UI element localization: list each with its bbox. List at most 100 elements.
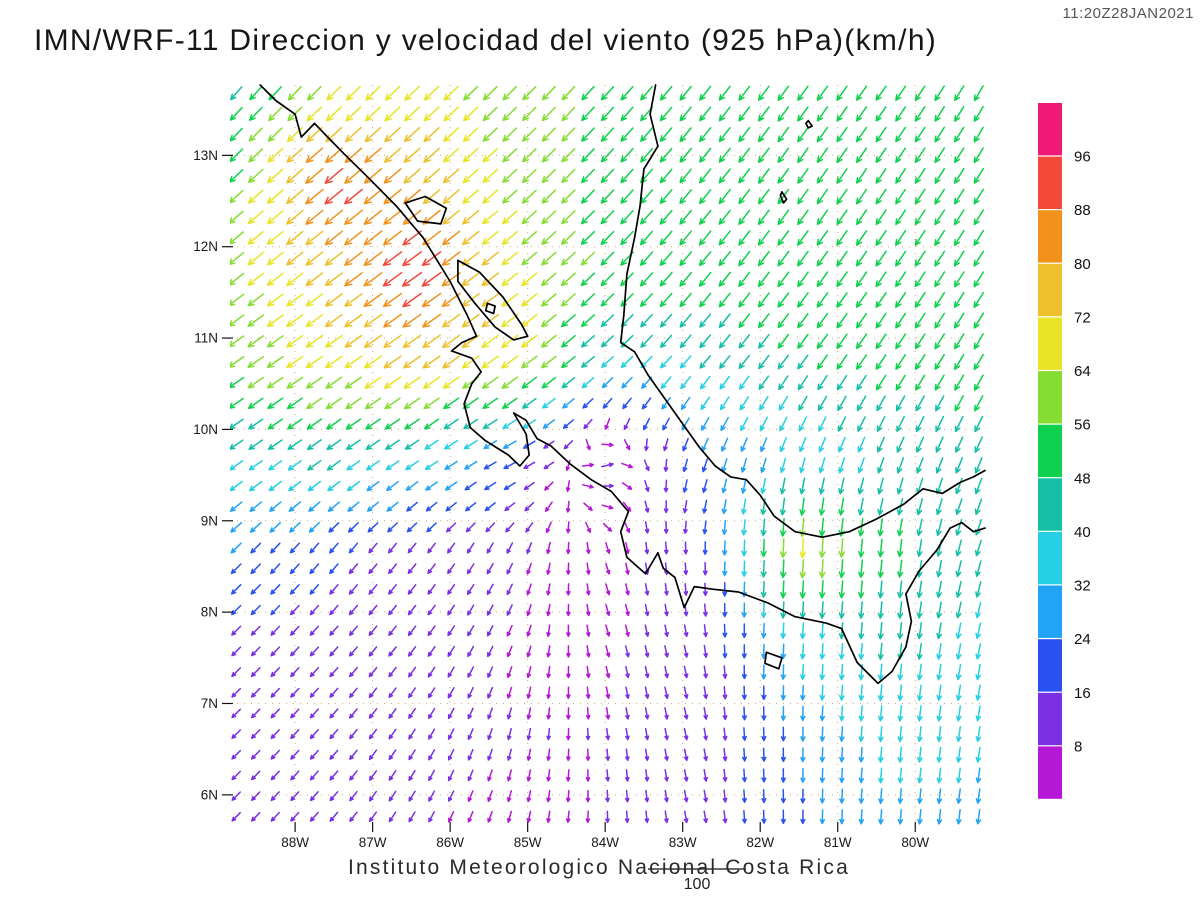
wind-arrow: [914, 147, 926, 164]
wind-arrow: [722, 810, 728, 824]
wind-arrow: [818, 416, 827, 432]
wind-arrow: [605, 645, 611, 658]
wind-arrow: [522, 85, 537, 101]
wind-arrow: [407, 625, 417, 637]
wind-arrow: [349, 790, 358, 802]
wind-arrow: [701, 458, 709, 473]
wind-arrow: [408, 728, 416, 740]
wind-arrow: [526, 645, 532, 658]
wind-arrow: [249, 501, 263, 512]
wind-arrow: [329, 708, 339, 719]
wind-arrow: [722, 582, 728, 597]
wind-arrow: [741, 560, 748, 577]
wind-arrow: [800, 767, 806, 783]
wind-arrow: [467, 769, 474, 782]
wind-arrow: [699, 209, 712, 225]
wind-arrow: [680, 396, 691, 410]
wind-arrow: [484, 502, 496, 512]
wind-arrow: [521, 230, 538, 245]
wind-arrow: [799, 664, 806, 681]
wind-arrow: [601, 442, 614, 448]
wind-arrow: [421, 251, 442, 267]
wind-arrow: [818, 559, 826, 579]
wind-arrow: [423, 418, 440, 430]
wind-arrow: [699, 292, 712, 308]
wind-arrow: [718, 147, 731, 163]
wind-arrow: [270, 791, 280, 802]
wind-arrow: [683, 520, 688, 534]
wind-arrow: [403, 397, 421, 410]
wind-arrow: [836, 168, 848, 184]
wind-arrow: [973, 333, 984, 350]
wind-arrow: [955, 643, 962, 660]
wind-arrow: [423, 127, 440, 143]
wind-arrow: [421, 292, 442, 308]
wind-arrow: [506, 790, 513, 803]
wind-arrow: [897, 788, 904, 805]
wind-arrow: [546, 562, 551, 575]
wind-arrow: [738, 354, 750, 370]
wind-arrow: [267, 168, 284, 184]
wind-arrow: [487, 728, 493, 741]
wind-arrow: [722, 706, 728, 721]
wind-arrow: [329, 687, 339, 698]
wind-arrow: [565, 500, 571, 513]
wind-arrow: [566, 686, 571, 700]
wind-arrow: [482, 397, 499, 410]
wind-arrow: [761, 809, 767, 824]
wind-arrow: [974, 436, 983, 453]
wind-arrow: [230, 252, 245, 265]
wind-arrow: [581, 355, 595, 368]
wind-arrow: [566, 707, 571, 720]
wind-arrow: [955, 539, 962, 557]
wind-arrow: [407, 604, 417, 616]
wind-arrow: [367, 522, 379, 533]
wind-arrow: [659, 106, 673, 122]
wind-arrow: [325, 376, 343, 389]
wind-arrow: [541, 355, 557, 369]
wind-arrow: [778, 375, 789, 391]
wind-arrow: [625, 541, 630, 555]
wind-arrow: [585, 665, 591, 679]
wind-arrow: [955, 436, 964, 453]
wind-arrow: [363, 188, 383, 205]
wind-arrow: [740, 478, 747, 494]
wind-arrow: [544, 481, 554, 491]
wind-arrow: [917, 808, 923, 825]
wind-arrow: [346, 460, 361, 471]
wind-arrow: [502, 440, 517, 449]
wind-arrow: [624, 789, 630, 803]
wind-arrow: [526, 707, 532, 720]
wind-arrow: [914, 126, 926, 143]
wind-arrow: [757, 250, 770, 267]
wind-arrow: [683, 665, 689, 679]
wind-arrow: [659, 230, 673, 246]
wind-arrow: [701, 437, 709, 452]
coastline: [779, 191, 788, 204]
wind-arrow: [306, 106, 323, 122]
wind-arrow: [915, 415, 925, 433]
wind-arrow: [270, 625, 281, 636]
colorbar-segment: [1038, 692, 1062, 746]
wind-arrow: [857, 416, 866, 432]
wind-arrow: [779, 559, 787, 579]
colorbar-segment: [1038, 424, 1062, 478]
lon-tick-label: 85W: [514, 835, 542, 850]
wind-arrow: [467, 604, 475, 616]
wind-arrow: [800, 809, 806, 825]
wind-arrow: [267, 147, 284, 163]
wind-arrow: [914, 250, 926, 267]
wind-arrow: [230, 439, 244, 450]
wind-arrow: [640, 127, 654, 142]
wind-arrow: [267, 127, 283, 142]
wind-arrow: [462, 168, 479, 184]
wind-arrow: [583, 418, 593, 430]
wind-arrow: [703, 686, 708, 700]
wind-arrow: [325, 397, 343, 410]
wind-arrow: [780, 643, 787, 660]
wind-arrow: [230, 584, 242, 595]
wind-arrow: [349, 770, 358, 781]
wind-arrow: [779, 437, 787, 453]
wind-arrow: [644, 541, 650, 555]
wind-arrow: [251, 770, 261, 781]
